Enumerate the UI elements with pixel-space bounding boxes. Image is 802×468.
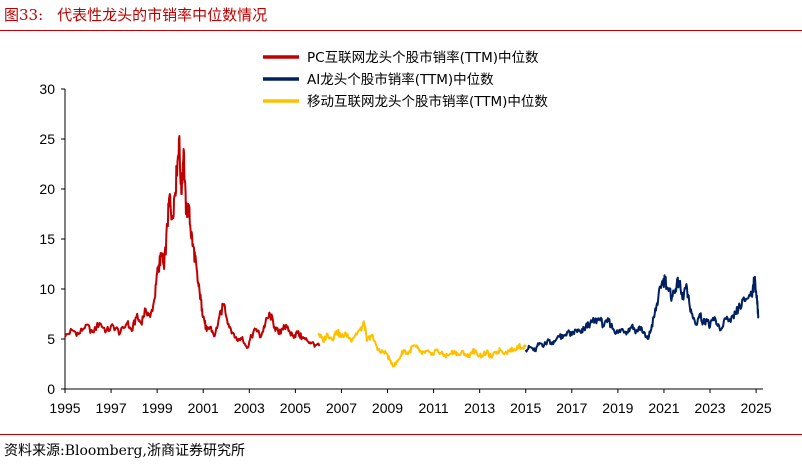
y-tick-label: 25 xyxy=(39,131,55,147)
legend-label-2: AI龙头个股市销率(TTM)中位数 xyxy=(307,71,494,88)
y-tick-label: 5 xyxy=(47,331,55,347)
x-tick-label: 2007 xyxy=(326,400,357,416)
x-tick-label: 2009 xyxy=(372,400,403,416)
series-line-2 xyxy=(524,274,760,353)
x-tick-label: 2017 xyxy=(556,400,587,416)
y-tick-label: 20 xyxy=(39,181,55,197)
x-tick-label: 1999 xyxy=(142,400,173,416)
y-tick-label: 30 xyxy=(39,81,55,97)
x-tick-label: 1997 xyxy=(95,400,126,416)
figure-title-text: 代表性龙头的市销率中位数情况 xyxy=(57,6,268,24)
chart-series xyxy=(64,135,760,368)
x-tick-label: 2025 xyxy=(741,400,772,416)
x-tick-label: 2013 xyxy=(464,400,495,416)
legend-label-3: 移动互联网龙头个股市销率(TTM)中位数 xyxy=(307,93,548,110)
source-note: 资料来源:Bloomberg,浙商证券研究所 xyxy=(4,443,245,459)
series-line-1 xyxy=(64,135,321,349)
legend-label-1: PC互联网龙头个股市销率(TTM)中位数 xyxy=(307,49,539,66)
x-tick-label: 2003 xyxy=(234,400,265,416)
series-line-3 xyxy=(317,320,527,368)
y-tick-label: 0 xyxy=(47,381,55,397)
x-tick-label: 2011 xyxy=(419,400,449,416)
x-tick-label: 2015 xyxy=(510,400,541,416)
x-tick-label: 2023 xyxy=(694,400,725,416)
figure-title: 图33: 代表性龙头的市销率中位数情况 xyxy=(4,2,267,28)
title-divider xyxy=(0,30,802,31)
chart-legend: PC互联网龙头个股市销率(TTM)中位数 AI龙头个股市销率(TTM)中位数移动互… xyxy=(263,49,548,110)
x-tick-label: 2021 xyxy=(648,400,679,416)
x-tick-label: 2001 xyxy=(188,400,219,416)
y-tick-label: 10 xyxy=(39,281,55,297)
source-divider xyxy=(0,434,802,435)
y-tick-label: 15 xyxy=(39,231,55,247)
x-tick-label: 2005 xyxy=(280,400,311,416)
x-tick-label: 2019 xyxy=(602,400,633,416)
x-tick-label: 1995 xyxy=(49,400,80,416)
figure-label: 图33: xyxy=(4,6,44,24)
